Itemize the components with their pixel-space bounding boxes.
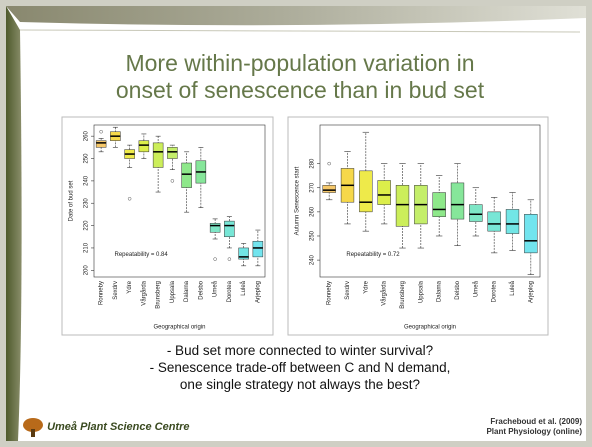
box [469,205,482,222]
y-tick-label: 250 [84,153,90,164]
annotation: Repeatability = 0.72 [346,252,400,258]
box [451,183,464,219]
box [378,180,391,204]
bullet: - Senescence trade-off between C and N d… [40,360,560,375]
x-tick-label: Luleå [509,280,516,295]
x-axis-label: Geographical origin [153,325,205,331]
box [433,193,446,217]
citation-line: Plant Physiology (online) [486,427,582,437]
x-tick-label: Sexdrv [345,281,351,300]
x-tick-label: Ydre [127,280,133,293]
annotation: Repeatability = 0.84 [115,252,169,258]
x-tick-label: Dorotea [227,280,233,302]
slide: More within-population variation in onse… [0,0,592,447]
y-tick-label: 200 [84,265,90,276]
y-axis-label: Date of bud set [69,180,75,221]
x-tick-label: Ydre [363,280,369,293]
y-tick-label: 240 [84,175,90,186]
box [153,143,163,168]
y-tick-label: 270 [310,182,316,193]
box [506,209,519,233]
box [224,221,234,237]
x-tick-label: Brunsberg [156,281,162,309]
x-tick-label: Vårgårda [381,280,388,305]
box [96,141,106,148]
x-axis-label: Geographical origin [404,325,456,331]
y-tick-label: 230 [84,198,90,209]
x-tick-label: Vårgårda [140,280,147,305]
box [488,212,501,231]
y-tick-label: 280 [310,158,316,169]
box [182,163,192,188]
box [167,147,177,158]
y-tick-label: 220 [84,220,90,231]
x-tick-label: Brunsberg [400,281,406,309]
y-tick-label: 210 [84,242,90,253]
citation: Fracheboud et al. (2009) Plant Physiolog… [486,417,582,437]
citation-line: Fracheboud et al. (2009) [486,417,582,427]
bullet: one single strategy not always the best? [40,377,560,392]
y-tick-label: 250 [310,230,316,241]
x-tick-label: Umeå [212,280,219,297]
x-tick-label: Uppsala [418,280,424,303]
logo: Umeå Plant Science Centre [22,417,190,437]
x-tick-label: Ronneby [99,281,105,305]
x-tick-label: Ronneby [327,281,333,305]
x-tick-label: Arjeplog [528,281,534,303]
x-tick-label: Dorotea [492,280,498,302]
box [253,241,263,257]
bullet: - Bud set more connected to winter survi… [40,343,560,358]
x-tick-label: Umeå [472,280,479,297]
y-tick-label: 260 [84,131,90,142]
x-tick-label: Dalarna [437,280,443,302]
logo-text: Umeå Plant Science Centre [47,421,189,433]
x-tick-label: Dalarna [184,280,190,302]
y-axis-label: Autumn Senescence start [295,166,301,235]
x-tick-label: Arjeplog [255,281,261,303]
y-tick-label: 260 [310,206,316,217]
x-tick-label: Uppsala [170,280,176,303]
x-tick-label: Delsbo [198,280,204,299]
box [323,185,336,192]
x-tick-label: Delsbo [455,280,461,299]
box [524,214,537,253]
box [210,223,220,232]
logo-icon [22,417,44,437]
box [396,185,409,226]
y-tick-label: 240 [310,254,316,265]
x-tick-label: Sexdrv [113,281,119,300]
x-tick-label: Luleå [240,280,247,295]
box [139,141,149,152]
box [359,171,372,212]
